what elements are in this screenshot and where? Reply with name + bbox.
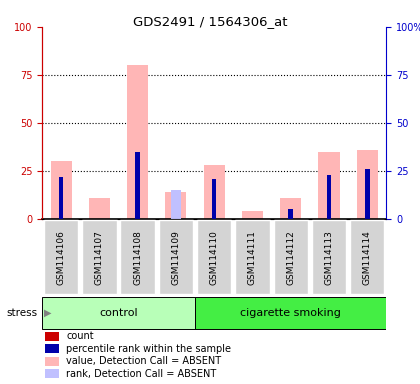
Bar [212,179,216,219]
FancyBboxPatch shape [121,220,155,294]
Text: cigarette smoking: cigarette smoking [240,308,341,318]
FancyBboxPatch shape [42,297,195,328]
Text: GDS2491 / 1564306_at: GDS2491 / 1564306_at [133,15,287,28]
Bar [327,175,331,219]
Text: GSM114114: GSM114114 [363,230,372,285]
Bar [89,198,110,219]
Text: control: control [99,308,138,318]
Bar [318,152,339,219]
Bar [165,192,186,219]
Bar [135,152,140,219]
Text: value, Detection Call = ABSENT: value, Detection Call = ABSENT [66,356,221,366]
Text: stress: stress [7,308,38,318]
Bar [289,209,293,219]
Text: GSM114111: GSM114111 [248,230,257,285]
Bar [357,150,378,219]
Bar [127,65,148,219]
Text: ▶: ▶ [44,308,52,318]
Text: percentile rank within the sample: percentile rank within the sample [66,344,231,354]
FancyBboxPatch shape [159,220,193,294]
Bar [242,211,263,219]
Bar [45,357,59,366]
FancyBboxPatch shape [312,220,346,294]
Bar [45,344,59,353]
FancyBboxPatch shape [235,220,270,294]
Bar [51,161,72,219]
Bar [365,169,370,219]
Text: rank, Detection Call = ABSENT: rank, Detection Call = ABSENT [66,369,216,379]
FancyBboxPatch shape [273,220,308,294]
Bar [45,369,59,378]
Bar [59,177,63,219]
FancyBboxPatch shape [197,220,231,294]
Bar [171,190,181,219]
Bar [45,332,59,341]
FancyBboxPatch shape [195,297,386,328]
Bar [204,165,225,219]
Text: GSM114108: GSM114108 [133,230,142,285]
Text: GSM114106: GSM114106 [57,230,66,285]
Text: GSM114110: GSM114110 [210,230,219,285]
Text: GSM114112: GSM114112 [286,230,295,285]
Text: GSM114107: GSM114107 [95,230,104,285]
Text: GSM114113: GSM114113 [325,230,333,285]
Text: count: count [66,331,94,341]
Text: GSM114109: GSM114109 [171,230,181,285]
FancyBboxPatch shape [82,220,117,294]
FancyBboxPatch shape [44,220,79,294]
FancyBboxPatch shape [350,220,384,294]
Bar [280,198,301,219]
